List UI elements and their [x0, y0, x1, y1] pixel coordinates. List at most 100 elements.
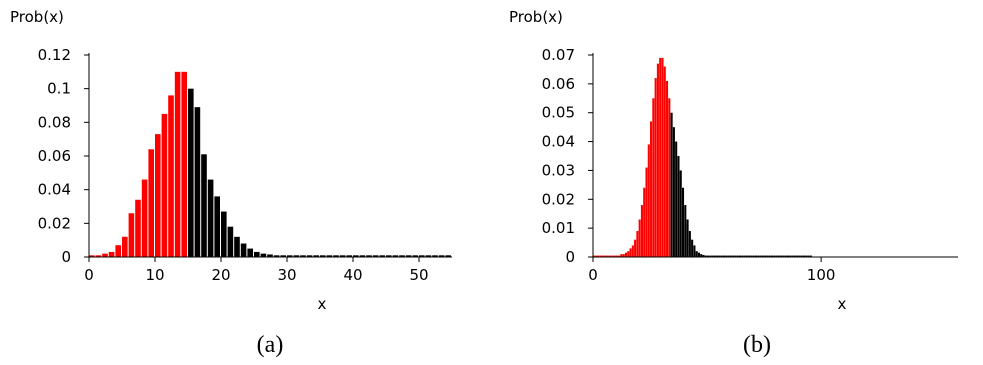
bar — [654, 78, 657, 257]
bar — [615, 255, 618, 257]
y-tick-label: 0 — [565, 248, 575, 266]
bar — [697, 252, 701, 257]
bar — [115, 245, 121, 257]
bar — [221, 211, 227, 257]
bar — [620, 254, 623, 257]
bar — [300, 255, 306, 257]
bar — [650, 121, 653, 257]
bar — [663, 66, 666, 258]
y-tick-label: 0.08 — [38, 113, 71, 131]
bar — [677, 156, 680, 257]
bar — [770, 255, 774, 257]
bar — [618, 255, 621, 257]
y-tick-label: 0.05 — [542, 104, 575, 122]
y-tick-label: 0.02 — [38, 214, 71, 232]
bar — [604, 255, 607, 257]
bar — [359, 255, 366, 257]
bar — [89, 255, 95, 257]
bar — [379, 255, 385, 257]
bar — [273, 255, 280, 257]
bar — [793, 255, 796, 257]
bar — [260, 253, 267, 257]
bar — [627, 251, 630, 257]
bar — [796, 255, 799, 257]
bar — [713, 255, 716, 257]
chart-panel-b: 0 0.01 0.02 0.03 0.04 0.05 0.06 0.07 0 100 Prob(x)… — [509, 8, 958, 313]
bar — [608, 255, 612, 257]
bar — [214, 196, 220, 257]
bar — [333, 255, 339, 257]
bar — [293, 255, 300, 257]
bar — [764, 255, 767, 257]
bar — [611, 255, 614, 257]
bar — [392, 255, 399, 257]
bar — [702, 254, 705, 257]
bar — [412, 255, 418, 257]
bar — [718, 255, 721, 257]
y-tick-label: 0.06 — [542, 75, 575, 93]
bar — [739, 255, 742, 257]
bar — [207, 179, 214, 257]
y-tick-label: 0.1 — [47, 80, 71, 98]
bar — [599, 255, 602, 257]
bar — [405, 255, 412, 257]
bar — [652, 98, 655, 258]
bar — [798, 255, 801, 257]
bar — [425, 255, 432, 257]
bar — [670, 112, 673, 257]
bar — [789, 255, 792, 257]
bar — [339, 255, 346, 257]
x-tick-label: 10 — [145, 266, 164, 284]
bar — [656, 63, 659, 258]
bar — [201, 154, 207, 257]
y-tick-label: 0.04 — [38, 181, 71, 199]
bar — [734, 255, 737, 257]
bar — [386, 255, 392, 257]
bar — [122, 236, 128, 257]
bar — [745, 255, 748, 257]
bar — [372, 255, 379, 257]
bar — [438, 255, 445, 257]
bar — [645, 167, 648, 257]
bar — [707, 255, 710, 257]
bar — [141, 179, 148, 257]
bar — [108, 251, 115, 257]
bar — [773, 255, 776, 257]
x-axis-label: x — [318, 295, 327, 313]
bar — [675, 141, 678, 257]
bar — [729, 255, 732, 257]
bar — [631, 245, 634, 257]
bar — [643, 187, 646, 257]
bar — [320, 255, 326, 257]
bar — [306, 255, 313, 257]
bar — [161, 113, 168, 258]
x-tick-label: 100 — [807, 266, 836, 284]
bar — [622, 254, 625, 257]
bar — [695, 251, 698, 257]
bar — [155, 134, 161, 257]
bar — [754, 255, 758, 257]
bar — [709, 255, 712, 257]
bar — [686, 219, 689, 257]
bar — [782, 255, 785, 257]
bar — [346, 255, 352, 257]
x-tick-label: 50 — [409, 266, 428, 284]
bar — [750, 255, 753, 257]
bar — [757, 255, 760, 257]
bar — [647, 144, 650, 257]
bar — [725, 255, 728, 257]
bar — [366, 255, 372, 257]
bar — [634, 239, 637, 257]
bar — [613, 255, 616, 257]
bar — [775, 255, 778, 257]
bar — [313, 255, 319, 257]
x-axis-label: x — [838, 295, 847, 313]
y-tick-label: 0 — [61, 248, 71, 266]
bar — [661, 57, 664, 258]
bar — [287, 255, 293, 257]
bar — [766, 255, 769, 257]
bar — [688, 231, 691, 257]
bar — [809, 255, 812, 257]
